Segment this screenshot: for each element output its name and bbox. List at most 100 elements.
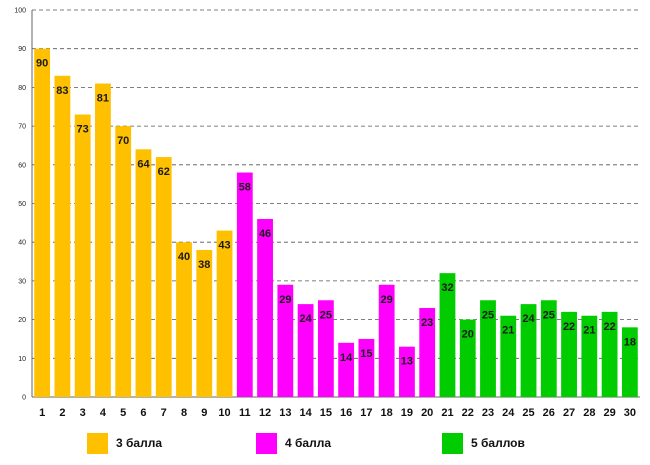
x-tick-10: 10	[218, 407, 230, 419]
y-tick-50: 50	[18, 201, 26, 208]
y-tick-labels: 0 10 20 30 40 50 60 70 80 90 100	[14, 8, 26, 402]
bar-16	[338, 342, 355, 397]
y-tick-90: 90	[18, 46, 26, 53]
bars	[34, 48, 638, 398]
bar-6	[135, 149, 152, 397]
data-label-17: 15	[360, 348, 372, 360]
x-tick-23: 23	[482, 407, 494, 419]
bar-24	[500, 315, 517, 397]
data-label-3: 73	[77, 123, 89, 135]
x-tick-18: 18	[381, 407, 393, 419]
data-label-21: 32	[441, 282, 453, 294]
legend-item-5-points: 5 баллов	[442, 428, 525, 458]
legend-swatch-4-points	[256, 432, 277, 454]
data-label-8: 40	[178, 251, 190, 263]
bar-23	[480, 300, 496, 397]
y-tick-100: 100	[14, 8, 26, 15]
x-tick-3: 3	[80, 407, 86, 419]
x-tick-17: 17	[360, 407, 372, 419]
bar-11	[236, 172, 253, 397]
bar-8	[176, 242, 192, 397]
bar-25	[520, 304, 537, 397]
data-label-1: 90	[36, 58, 48, 70]
data-label-27: 22	[563, 321, 575, 333]
data-label-13: 29	[279, 294, 291, 306]
bar-4	[95, 83, 111, 397]
x-tick-5: 5	[120, 407, 126, 419]
bar-1	[34, 48, 51, 397]
x-tick-1: 1	[39, 407, 45, 419]
legend-item-4-points: 4 балла	[256, 428, 331, 458]
bar-3	[74, 114, 91, 398]
bar-20	[419, 307, 436, 397]
bar-29	[601, 311, 618, 397]
bar-14	[297, 304, 314, 397]
bar-27	[561, 311, 577, 397]
data-label-10: 43	[218, 240, 230, 252]
x-tick-22: 22	[462, 407, 474, 419]
x-tick-25: 25	[522, 407, 534, 419]
data-label-4: 81	[97, 93, 109, 105]
bar-13	[277, 284, 294, 397]
data-label-26: 25	[543, 309, 555, 321]
data-label-25: 24	[522, 313, 535, 325]
y-tick-10: 10	[18, 356, 26, 363]
data-label-29: 22	[603, 321, 615, 333]
data-label-7: 62	[158, 166, 170, 178]
bar-26	[540, 300, 557, 397]
legend-label-3-points: 3 балла	[116, 436, 163, 450]
x-tick-16: 16	[340, 407, 352, 419]
data-label-11: 58	[239, 182, 251, 194]
data-label-19: 13	[401, 356, 413, 368]
bar-21	[439, 273, 456, 397]
y-tick-40: 40	[18, 240, 26, 247]
data-label-22: 20	[462, 329, 474, 341]
bar-12	[257, 218, 273, 397]
grid-lines	[32, 9, 640, 359]
data-label-15: 25	[320, 309, 332, 321]
x-tick-4: 4	[100, 407, 107, 419]
data-label-2: 83	[56, 85, 68, 97]
bar-19	[399, 346, 415, 397]
x-tick-labels: 1 2 3 4 5 6 7 8 9 10 11 12 13 14 15 16 17 18 19 20 21 22 23 24 2…	[39, 407, 636, 419]
x-tick-6: 6	[140, 407, 146, 419]
x-tick-27: 27	[563, 407, 575, 419]
data-label-16: 14	[340, 352, 353, 364]
x-tick-24: 24	[502, 407, 515, 419]
x-tick-11: 11	[239, 407, 251, 419]
bar-5	[115, 126, 132, 397]
x-tick-12: 12	[259, 407, 271, 419]
x-tick-9: 9	[201, 407, 207, 419]
axes	[31, 10, 640, 398]
data-label-23: 25	[482, 309, 494, 321]
bar-15	[317, 300, 334, 397]
x-tick-20: 20	[421, 407, 433, 419]
y-tick-20: 20	[18, 317, 26, 324]
x-tick-30: 30	[624, 407, 636, 419]
legend-label-5-points: 5 баллов	[471, 436, 525, 450]
x-tick-14: 14	[299, 407, 312, 419]
bar-7	[155, 157, 172, 397]
x-tick-26: 26	[543, 407, 555, 419]
data-label-20: 23	[421, 317, 433, 329]
x-tick-28: 28	[583, 407, 595, 419]
x-tick-15: 15	[320, 407, 332, 419]
x-tick-13: 13	[279, 407, 291, 419]
bar-9	[196, 249, 213, 397]
x-tick-29: 29	[603, 407, 615, 419]
data-label-14: 24	[299, 313, 312, 325]
data-label-24: 21	[502, 325, 514, 337]
data-label-9: 38	[198, 259, 210, 271]
y-tick-70: 70	[18, 124, 26, 131]
bar-10	[216, 230, 233, 397]
data-labels: 90 83 73 81 70 64 62 40 38 43 58 46 29 24 25 14 15 29 13 23…	[36, 58, 636, 368]
bar-22	[459, 319, 476, 397]
x-tick-21: 21	[441, 407, 453, 419]
legend-item-3-points: 3 балла	[87, 428, 162, 458]
data-label-28: 21	[583, 325, 595, 337]
bar-18	[378, 284, 395, 397]
y-tick-80: 80	[18, 85, 26, 92]
bar-17	[358, 338, 375, 397]
x-tick-19: 19	[401, 407, 413, 419]
